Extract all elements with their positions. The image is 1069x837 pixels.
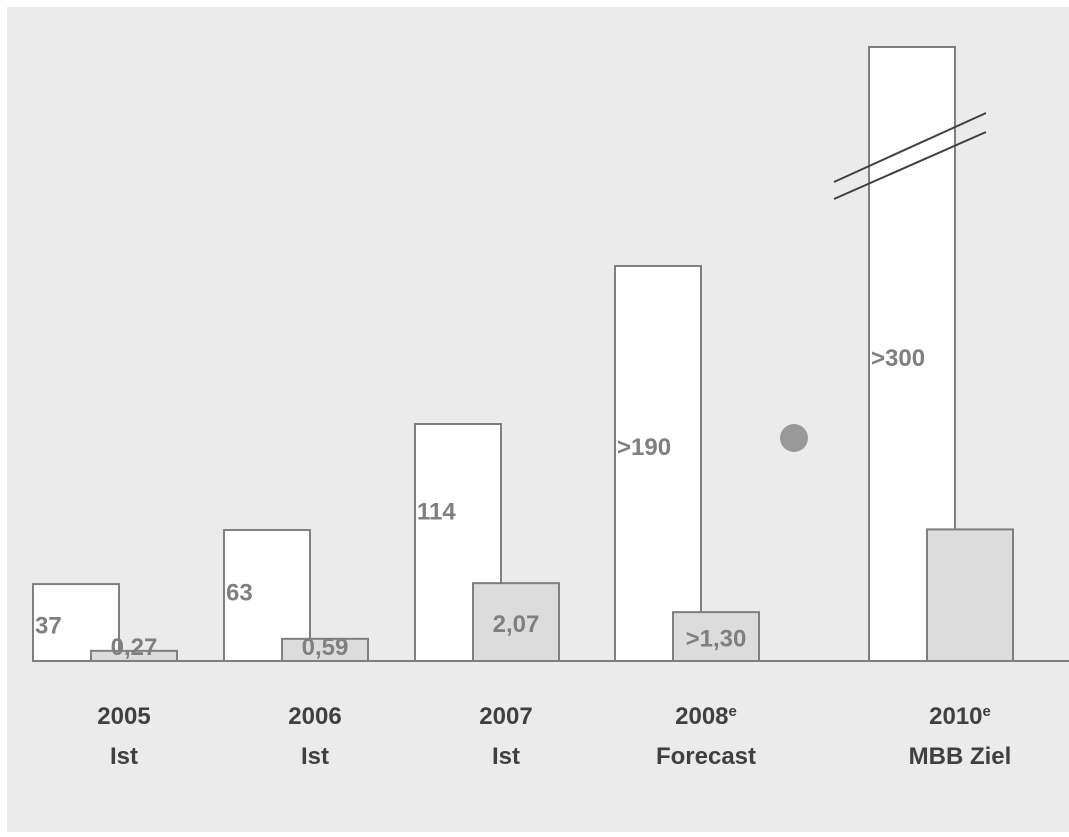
bar-label-series1-2008: >190: [617, 434, 671, 461]
category-label-2005: 2005: [97, 703, 150, 730]
marker-dot: [780, 424, 808, 452]
bar-label-series2-2005: 0,27: [111, 634, 158, 661]
bar-series1-2008: [614, 265, 702, 662]
category-sublabel-2008: Forecast: [656, 743, 756, 770]
category-label-2007: 2007: [479, 703, 532, 730]
category-sublabel-2005: Ist: [110, 743, 138, 770]
bar-label-series2-2008: >1,30: [686, 626, 747, 653]
category-label-2006: 2006: [288, 703, 341, 730]
bar-label-series1-2005: 37: [35, 612, 62, 639]
labels-layer: 37 0,27 2005 Ist 63 0,59 2006 Ist 114 2,07 2007 Ist…: [35, 112, 1012, 770]
category-label-2008: 2008e: [675, 703, 737, 730]
bar-series2-2010: [926, 528, 1014, 663]
bar-label-series1-2006: 63: [226, 579, 253, 606]
bar-series1-2005: [32, 583, 120, 662]
category-sublabel-2007: Ist: [492, 743, 520, 770]
bar-label-series1-2010: >300: [871, 345, 925, 372]
axis-break-line-1: [833, 112, 987, 183]
bar-label-series1-2007: 114: [417, 499, 456, 526]
category-sublabel-2006: Ist: [301, 743, 329, 770]
category-sublabel-2010: MBB Ziel: [909, 743, 1012, 770]
axis-break-line-2: [833, 131, 987, 200]
bar-label-series2-2006: 0,59: [302, 634, 349, 661]
bar-label-series2-2007: 2,07: [493, 611, 540, 638]
category-label-2010: 2010e: [929, 703, 991, 730]
